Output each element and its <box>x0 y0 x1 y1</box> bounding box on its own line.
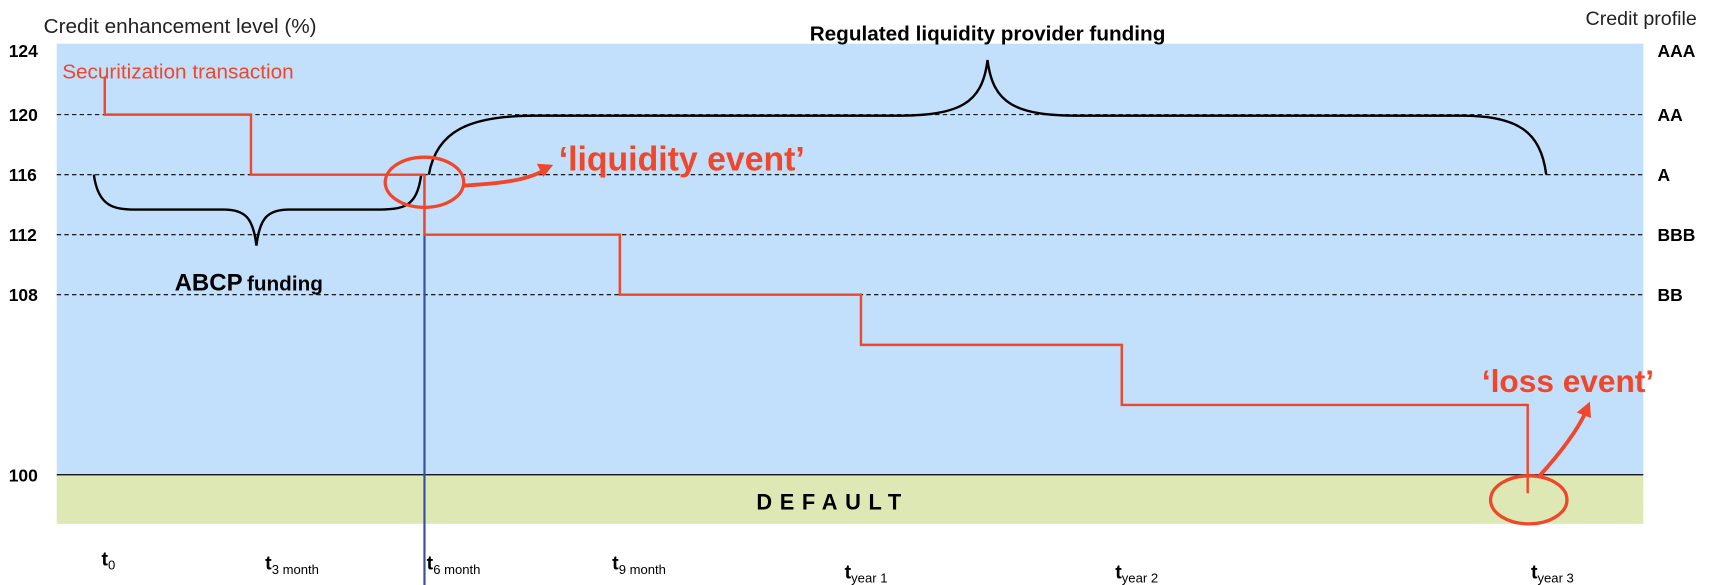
time-sub: 9 month <box>619 562 666 577</box>
securitization-label: Securitization transaction <box>62 61 293 84</box>
time-label: t3 month <box>265 553 319 577</box>
abcp-brace <box>92 174 423 246</box>
level-label: 116 <box>9 165 37 185</box>
liquidity-arrowhead <box>536 163 554 177</box>
liquidity-brace <box>427 59 1548 175</box>
loss-arrowhead <box>1576 401 1591 418</box>
time-sub: year 2 <box>1122 571 1158 585</box>
time-sub: 6 month <box>433 562 480 577</box>
abcp-bold: ABCP <box>175 269 243 296</box>
abcp-label: ABCP funding <box>175 269 323 296</box>
liquidity-event-label: ‘liquidity event’ <box>559 140 805 178</box>
abcp-rest: funding <box>247 272 323 295</box>
level-label: 120 <box>9 105 38 125</box>
level-label: 124 <box>9 41 38 61</box>
time-label: tyear 3 <box>1531 561 1574 585</box>
time-main: t <box>1115 561 1122 583</box>
time-sub: 3 month <box>272 562 319 577</box>
time-sub: 0 <box>108 558 115 573</box>
time-label: t6 month <box>427 553 481 577</box>
level-label: 100 <box>9 465 38 485</box>
time-main: t <box>265 553 272 575</box>
level-label: 108 <box>9 285 38 305</box>
level-label: 112 <box>9 225 37 245</box>
time-main: t <box>427 553 434 575</box>
default-label: DEFAULT <box>756 490 908 515</box>
loss-arrow <box>1537 411 1588 479</box>
title: Regulated liquidity provider funding <box>810 22 1166 45</box>
time-sub: year 3 <box>1537 571 1573 585</box>
time-sub: year 1 <box>851 571 887 585</box>
time-label: tyear 1 <box>845 561 888 585</box>
rating-label: A <box>1658 165 1671 185</box>
time-main: t <box>101 548 108 570</box>
right-axis-title: Credit profile <box>1586 8 1697 30</box>
time-main: t <box>612 553 619 575</box>
default-zone <box>56 474 1644 524</box>
liquidity-circle <box>383 155 466 210</box>
rating-label: BBB <box>1658 225 1696 245</box>
loss-circle <box>1488 474 1569 526</box>
rating-label: AA <box>1658 105 1684 125</box>
rating-label: AAA <box>1658 41 1696 61</box>
time-label: tyear 2 <box>1115 561 1158 585</box>
rating-label: BB <box>1658 285 1683 305</box>
time-main: t <box>845 561 852 583</box>
loss-event-label: ‘loss event’ <box>1482 363 1654 399</box>
liquidity-arrow <box>463 167 547 188</box>
plot-area <box>56 43 1644 475</box>
time-label: t0 <box>101 548 115 572</box>
y-axis-title: Credit enhancement level (%) <box>44 15 317 38</box>
time-main: t <box>1531 561 1538 583</box>
credit-path <box>103 76 1529 494</box>
time-label: t9 month <box>612 553 666 577</box>
